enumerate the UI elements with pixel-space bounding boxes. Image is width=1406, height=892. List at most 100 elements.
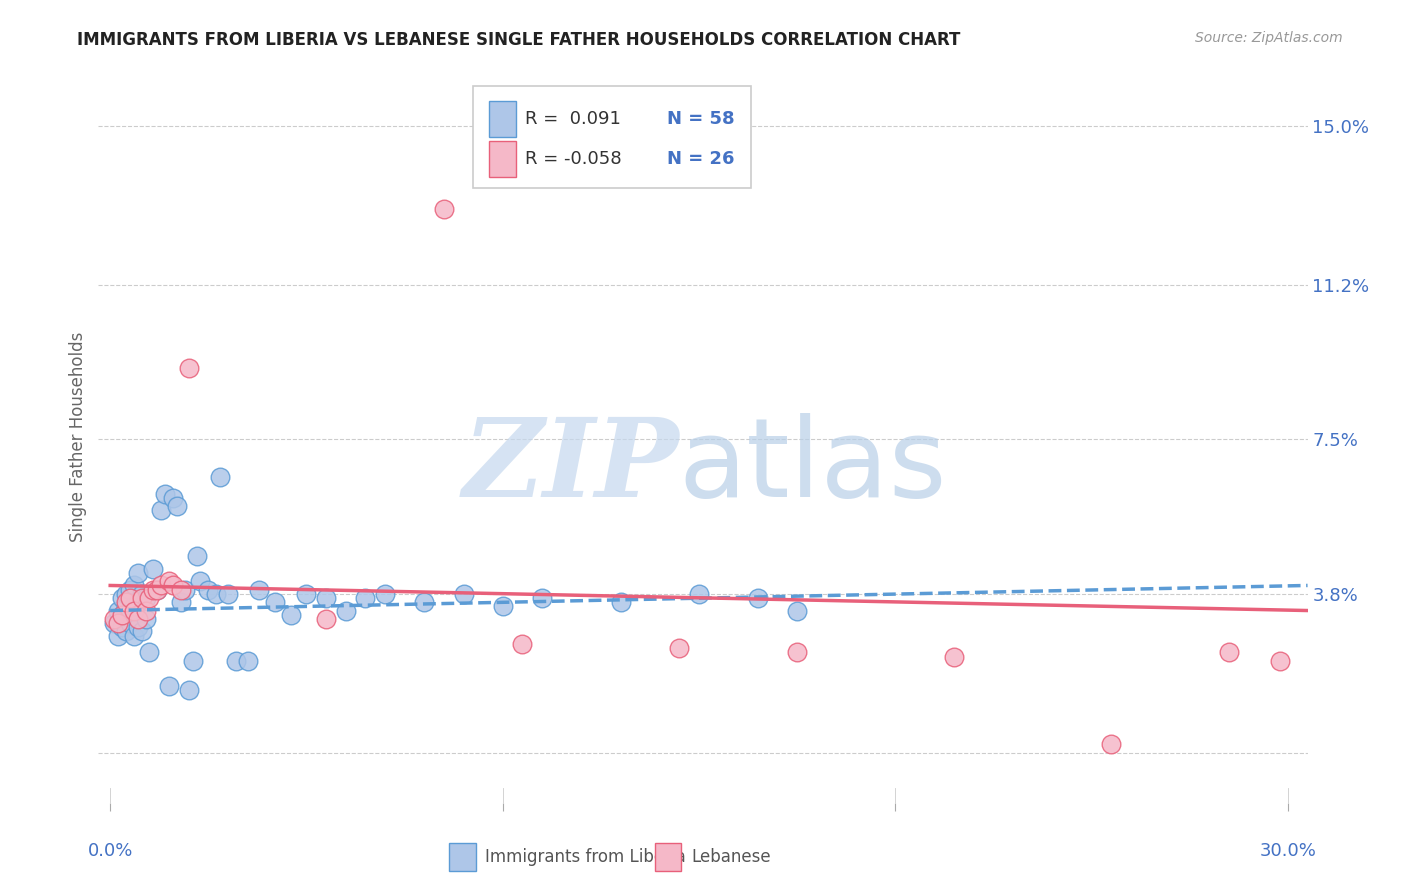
Point: [217, 587, 239, 601]
Point: [295, 587, 318, 601]
Point: [209, 470, 232, 484]
Point: [107, 629, 129, 643]
Point: [111, 607, 134, 622]
Point: [205, 587, 228, 601]
Point: [668, 641, 690, 656]
Point: [118, 591, 141, 605]
Point: [142, 582, 165, 597]
Point: [127, 620, 149, 634]
Text: 0.0%: 0.0%: [87, 842, 134, 860]
Point: [122, 599, 145, 614]
Point: [107, 603, 129, 617]
Point: [135, 612, 157, 626]
Point: [118, 582, 141, 597]
Point: [354, 591, 377, 605]
FancyBboxPatch shape: [489, 101, 516, 137]
Point: [531, 591, 554, 605]
Point: [181, 654, 204, 668]
Point: [747, 591, 769, 605]
Point: [315, 612, 337, 626]
FancyBboxPatch shape: [449, 843, 475, 871]
Text: IMMIGRANTS FROM LIBERIA VS LEBANESE SINGLE FATHER HOUSEHOLDS CORRELATION CHART: IMMIGRANTS FROM LIBERIA VS LEBANESE SING…: [77, 31, 960, 49]
Point: [786, 603, 808, 617]
Point: [150, 578, 173, 592]
Point: [153, 486, 176, 500]
Text: Immigrants from Liberia: Immigrants from Liberia: [485, 848, 686, 866]
Point: [433, 202, 456, 217]
Text: R = -0.058: R = -0.058: [526, 150, 621, 168]
FancyBboxPatch shape: [655, 843, 682, 871]
Point: [247, 582, 270, 597]
Point: [177, 361, 200, 376]
Point: [374, 587, 396, 601]
Point: [609, 595, 631, 609]
Point: [150, 503, 173, 517]
Point: [786, 645, 808, 659]
Point: [115, 587, 138, 601]
Point: [138, 645, 160, 659]
Point: [122, 578, 145, 592]
FancyBboxPatch shape: [489, 141, 516, 178]
Point: [512, 637, 534, 651]
Point: [122, 603, 145, 617]
Point: [111, 591, 134, 605]
Point: [236, 654, 259, 668]
Point: [280, 607, 302, 622]
Point: [127, 612, 149, 626]
Text: Source: ZipAtlas.com: Source: ZipAtlas.com: [1195, 31, 1343, 45]
Point: [170, 582, 193, 597]
Point: [162, 491, 184, 505]
Point: [162, 578, 184, 592]
Point: [157, 679, 180, 693]
Point: [146, 582, 169, 597]
Point: [688, 587, 710, 601]
Point: [111, 620, 134, 634]
Point: [142, 562, 165, 576]
Point: [138, 591, 160, 605]
Text: ZIP: ZIP: [463, 413, 679, 520]
Point: [122, 629, 145, 643]
Point: [135, 591, 157, 605]
Point: [1099, 737, 1122, 751]
Text: N = 58: N = 58: [666, 110, 734, 128]
Text: Lebanese: Lebanese: [690, 848, 770, 866]
Point: [103, 612, 125, 626]
Text: atlas: atlas: [679, 413, 948, 520]
Point: [186, 549, 208, 564]
Point: [127, 566, 149, 580]
Point: [177, 682, 200, 697]
Point: [190, 574, 212, 589]
Text: N = 26: N = 26: [666, 150, 734, 168]
Point: [943, 649, 966, 664]
Point: [146, 582, 169, 597]
Y-axis label: Single Father Households: Single Father Households: [69, 332, 87, 542]
Point: [131, 591, 153, 605]
Point: [135, 603, 157, 617]
Point: [131, 587, 153, 601]
Point: [197, 582, 219, 597]
Text: R =  0.091: R = 0.091: [526, 110, 621, 128]
FancyBboxPatch shape: [474, 86, 751, 188]
Point: [264, 595, 287, 609]
Point: [225, 654, 247, 668]
Point: [335, 603, 357, 617]
Text: 30.0%: 30.0%: [1260, 842, 1316, 860]
Point: [453, 587, 475, 601]
Point: [107, 616, 129, 631]
Point: [413, 595, 436, 609]
Point: [1218, 645, 1240, 659]
Point: [166, 499, 188, 513]
Point: [315, 591, 337, 605]
Point: [118, 603, 141, 617]
Point: [1268, 654, 1291, 668]
Point: [111, 607, 134, 622]
Point: [118, 616, 141, 631]
Point: [170, 595, 193, 609]
Point: [115, 595, 138, 609]
Point: [115, 624, 138, 639]
Point: [127, 595, 149, 609]
Point: [103, 616, 125, 631]
Point: [157, 574, 180, 589]
Point: [173, 582, 195, 597]
Point: [131, 624, 153, 639]
